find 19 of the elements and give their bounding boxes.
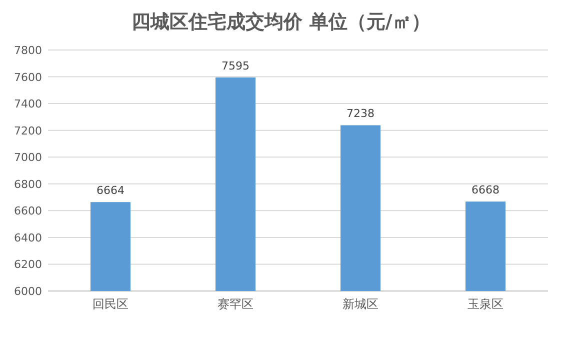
y-tick-label: 6400 (14, 231, 42, 244)
y-tick-label: 7600 (14, 70, 42, 84)
data-label: 7238 (346, 107, 374, 120)
data-label: 7595 (222, 59, 250, 72)
y-tick-label: 7800 (14, 44, 42, 57)
data-label: 6668 (472, 184, 500, 197)
data-label: 6664 (96, 184, 124, 198)
x-tick-label: 回民区 (92, 297, 128, 311)
x-tick-label: 赛罕区 (218, 297, 254, 311)
y-tick-label: 6800 (14, 178, 42, 191)
y-tick-label: 7200 (14, 124, 42, 138)
y-tick-label: 6000 (14, 285, 42, 298)
x-tick-label: 新城区 (342, 297, 378, 311)
y-tick-label: 7400 (14, 98, 42, 111)
y-tick-label: 6600 (14, 204, 42, 218)
y-tick-label: 6200 (14, 258, 42, 272)
chart-title: 四城区住宅成交均价 单位（元/㎡） (132, 11, 430, 33)
y-tick-label: 7000 (14, 151, 42, 164)
x-tick-label: 玉泉区 (468, 297, 504, 311)
